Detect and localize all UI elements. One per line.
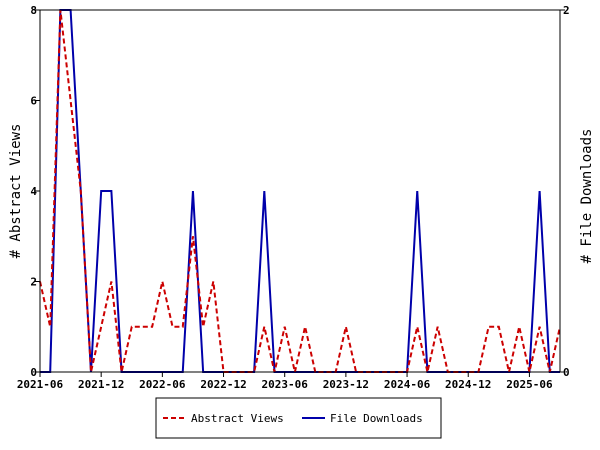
left-tick-label: 8 xyxy=(30,4,37,17)
x-tick-label: 2025-06 xyxy=(506,378,553,391)
x-tick-label: 2023-06 xyxy=(262,378,309,391)
x-tick-label: 2021-12 xyxy=(78,378,124,391)
x-tick-label: 2024-06 xyxy=(384,378,431,391)
x-tick-label: 2022-06 xyxy=(139,378,186,391)
legend-box xyxy=(155,397,442,439)
right-tick-label: 2 xyxy=(563,4,570,17)
x-tick-label: 2022-12 xyxy=(200,378,246,391)
axes-layer: 2021-06 2021-12 2022-06 2022-12 2023-06 2023-… xyxy=(17,4,570,391)
x-tick-label: 2024-12 xyxy=(445,378,491,391)
left-tick-label: 6 xyxy=(30,95,37,108)
right-tick-label: 0 xyxy=(563,366,570,379)
right-axis-title: # File Downloads xyxy=(579,129,595,264)
legend-label-abstract-views: Abstract Views xyxy=(191,412,284,425)
x-tick-label: 2021-06 xyxy=(17,378,64,391)
left-axis-title: # Abstract Views xyxy=(8,124,24,259)
left-tick-label: 0 xyxy=(30,366,37,379)
left-tick-label: 4 xyxy=(30,185,37,198)
left-tick-label: 2 xyxy=(30,276,37,289)
legend-label-file-downloads: File Downloads xyxy=(330,412,423,425)
x-tick-label: 2023-12 xyxy=(323,378,369,391)
legend: Abstract Views File Downloads xyxy=(155,397,442,439)
